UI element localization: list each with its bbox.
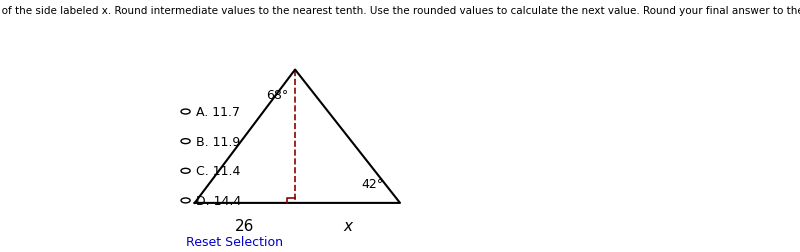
Text: 26: 26: [235, 218, 254, 233]
Text: C. 11.4: C. 11.4: [196, 165, 240, 178]
Text: 68°: 68°: [266, 88, 288, 101]
Text: Find the length of the side labeled x. Round intermediate values to the nearest : Find the length of the side labeled x. R…: [0, 6, 800, 16]
Text: B. 11.9: B. 11.9: [196, 135, 240, 148]
Text: Reset Selection: Reset Selection: [186, 235, 282, 248]
Text: D. 14.4: D. 14.4: [196, 194, 241, 207]
Text: x: x: [343, 218, 352, 233]
Text: A. 11.7: A. 11.7: [196, 106, 240, 118]
Text: 42°: 42°: [362, 177, 384, 190]
